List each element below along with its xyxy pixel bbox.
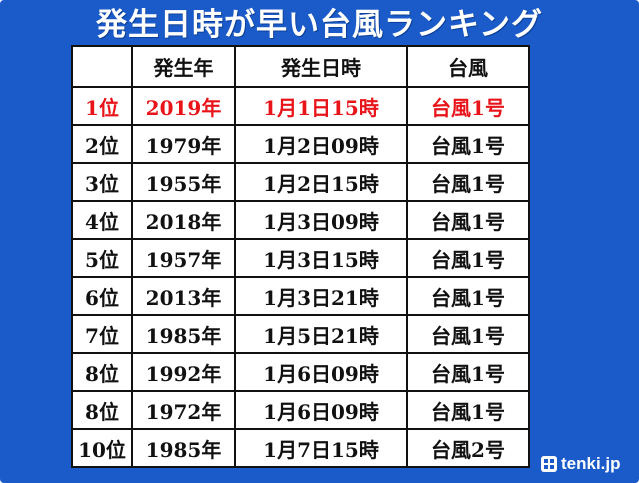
cell-rank: 10位 bbox=[71, 428, 133, 468]
cell-typhoon: 台風1号 bbox=[406, 162, 530, 202]
header-rank bbox=[71, 45, 133, 88]
header-datetime: 発生日時 bbox=[234, 45, 408, 88]
table-row: 1位 2019年 1月1日15時 台風1号 bbox=[71, 86, 530, 126]
header-typhoon: 台風 bbox=[406, 45, 530, 88]
page-title: 発生日時が早い台風ランキング bbox=[95, 7, 544, 43]
cell-rank: 8位 bbox=[71, 352, 133, 392]
table-row: 7位 1985年 1月5日21時 台風1号 bbox=[71, 314, 530, 354]
cell-year: 1972年 bbox=[131, 390, 236, 430]
cell-rank: 4位 bbox=[71, 200, 133, 240]
cell-rank: 2位 bbox=[71, 124, 133, 164]
cell-year: 1985年 bbox=[131, 428, 236, 468]
cell-datetime: 1月2日15時 bbox=[234, 162, 408, 202]
ranking-table: 発生年 発生日時 台風 1位 2019年 1月1日15時 台風1号 2位 197… bbox=[71, 45, 530, 468]
cell-typhoon: 台風1号 bbox=[406, 276, 530, 316]
cell-rank: 1位 bbox=[71, 86, 133, 126]
table-row: 2位 1979年 1月2日09時 台風1号 bbox=[71, 124, 530, 164]
logo-text: tenki.jp bbox=[561, 454, 621, 473]
cell-year: 1957年 bbox=[131, 238, 236, 278]
table-row: 8位 1972年 1月6日09時 台風1号 bbox=[71, 390, 530, 430]
cell-datetime: 1月3日09時 bbox=[234, 200, 408, 240]
cell-year: 1979年 bbox=[131, 124, 236, 164]
cell-rank: 3位 bbox=[71, 162, 133, 202]
cell-datetime: 1月7日15時 bbox=[234, 428, 408, 468]
header-year: 発生年 bbox=[131, 45, 236, 88]
cell-year: 1992年 bbox=[131, 352, 236, 392]
cell-year: 2019年 bbox=[131, 86, 236, 126]
cell-typhoon: 台風1号 bbox=[406, 390, 530, 430]
cell-typhoon: 台風2号 bbox=[406, 428, 530, 468]
table-row: 5位 1957年 1月3日15時 台風1号 bbox=[71, 238, 530, 278]
cell-datetime: 1月5日21時 bbox=[234, 314, 408, 354]
cell-rank: 7位 bbox=[71, 314, 133, 354]
cell-typhoon: 台風1号 bbox=[406, 124, 530, 164]
cell-datetime: 1月3日15時 bbox=[234, 238, 408, 278]
cell-rank: 5位 bbox=[71, 238, 133, 278]
cell-typhoon: 台風1号 bbox=[406, 200, 530, 240]
tenki-logo: tenki.jp bbox=[540, 452, 621, 476]
cell-year: 1955年 bbox=[131, 162, 236, 202]
cell-typhoon: 台風1号 bbox=[406, 352, 530, 392]
cell-datetime: 1月1日15時 bbox=[234, 86, 408, 126]
cell-rank: 8位 bbox=[71, 390, 133, 430]
cell-rank: 6位 bbox=[71, 276, 133, 316]
table-header-row: 発生年 発生日時 台風 bbox=[71, 45, 530, 88]
cell-year: 2013年 bbox=[131, 276, 236, 316]
cell-datetime: 1月2日09時 bbox=[234, 124, 408, 164]
cell-typhoon: 台風1号 bbox=[406, 314, 530, 354]
cell-datetime: 1月6日09時 bbox=[234, 390, 408, 430]
cell-year: 2018年 bbox=[131, 200, 236, 240]
table-row: 6位 2013年 1月3日21時 台風1号 bbox=[71, 276, 530, 316]
cell-typhoon: 台風1号 bbox=[406, 238, 530, 278]
table-row: 8位 1992年 1月6日09時 台風1号 bbox=[71, 352, 530, 392]
cell-datetime: 1月6日09時 bbox=[234, 352, 408, 392]
table-row: 3位 1955年 1月2日15時 台風1号 bbox=[71, 162, 530, 202]
table-row: 10位 1985年 1月7日15時 台風2号 bbox=[71, 428, 530, 468]
tenki-logo-icon bbox=[540, 455, 558, 473]
table-row: 4位 2018年 1月3日09時 台風1号 bbox=[71, 200, 530, 240]
cell-datetime: 1月3日21時 bbox=[234, 276, 408, 316]
cell-year: 1985年 bbox=[131, 314, 236, 354]
cell-typhoon: 台風1号 bbox=[406, 86, 530, 126]
